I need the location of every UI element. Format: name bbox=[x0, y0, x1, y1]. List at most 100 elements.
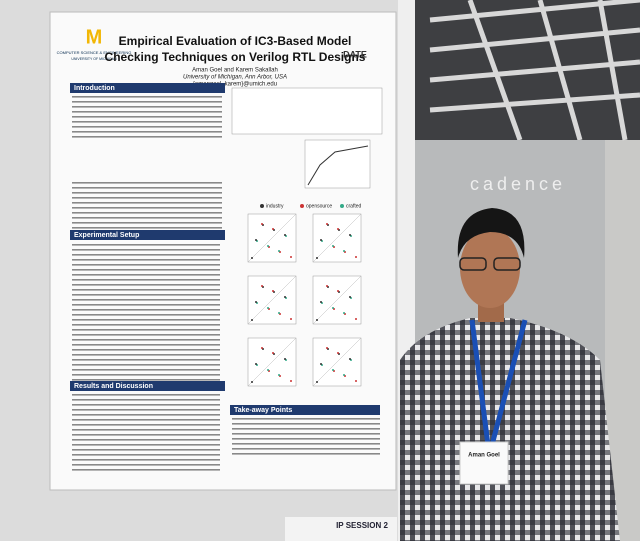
scatter-dot bbox=[355, 318, 357, 320]
scatter-dot bbox=[284, 296, 286, 298]
scatter-dot bbox=[284, 234, 286, 236]
text-line bbox=[72, 274, 220, 276]
scatter-dot bbox=[278, 250, 280, 252]
scatter-dot bbox=[355, 256, 357, 258]
text-line bbox=[72, 244, 220, 246]
scatter-dot bbox=[326, 285, 328, 287]
diagonal bbox=[247, 213, 297, 263]
text-line bbox=[72, 217, 222, 219]
text-line bbox=[72, 459, 220, 461]
text-line bbox=[232, 453, 380, 455]
scatter-dot bbox=[255, 239, 257, 241]
scatter-dot bbox=[337, 290, 339, 292]
scatter-dot bbox=[326, 223, 328, 225]
legend-marker bbox=[340, 204, 344, 208]
text-line bbox=[72, 187, 222, 189]
text-line bbox=[72, 207, 222, 209]
text-line bbox=[72, 424, 220, 426]
text-line bbox=[72, 264, 220, 266]
legend-marker bbox=[260, 204, 264, 208]
scatter-dot bbox=[255, 363, 257, 365]
scatter-dot bbox=[320, 363, 322, 365]
text-line bbox=[72, 96, 222, 98]
section-title: Results and Discussion bbox=[74, 383, 153, 390]
scatter-dot bbox=[290, 318, 292, 320]
scatter-dot bbox=[343, 374, 345, 376]
scatter-dot bbox=[332, 307, 334, 309]
scatter-dot bbox=[355, 380, 357, 382]
text-line bbox=[72, 429, 220, 431]
text-line bbox=[72, 319, 220, 321]
section-header bbox=[70, 230, 225, 240]
scatter-dot bbox=[349, 234, 351, 236]
text-line bbox=[72, 324, 220, 326]
badge-name: Aman Goel bbox=[468, 453, 500, 459]
text-line bbox=[72, 126, 222, 128]
text-line bbox=[72, 111, 222, 113]
text-line bbox=[72, 414, 220, 416]
scatter-dot bbox=[320, 301, 322, 303]
text-line bbox=[72, 349, 220, 351]
text-line bbox=[72, 434, 220, 436]
scatter-dot bbox=[272, 352, 274, 354]
scatter-dot bbox=[332, 369, 334, 371]
text-line bbox=[232, 423, 380, 425]
legend-label: crafted bbox=[346, 203, 362, 209]
text-line bbox=[72, 309, 220, 311]
diagonal bbox=[247, 275, 297, 325]
text-line bbox=[72, 334, 220, 336]
ceiling bbox=[415, 0, 640, 141]
text-line bbox=[72, 202, 222, 204]
text-line bbox=[72, 279, 220, 281]
text-line bbox=[72, 314, 220, 316]
text-line bbox=[72, 364, 220, 366]
scatter-dot bbox=[326, 347, 328, 349]
text-line bbox=[72, 197, 222, 199]
table bbox=[231, 87, 383, 135]
text-line bbox=[72, 299, 220, 301]
scatter-dot bbox=[343, 312, 345, 314]
text-line bbox=[232, 428, 380, 430]
scatter-dot bbox=[267, 307, 269, 309]
scatter-dot bbox=[290, 380, 292, 382]
poster-title: Checking Techniques on Verilog RTL Desig… bbox=[105, 50, 366, 64]
text-line bbox=[232, 448, 380, 450]
diagonal bbox=[312, 337, 362, 387]
banner-text: cadence bbox=[470, 174, 566, 194]
text-line bbox=[72, 136, 222, 138]
text-line bbox=[72, 212, 222, 214]
scatter-dot bbox=[272, 290, 274, 292]
authors: Aman Goel and Karem Sakallah bbox=[192, 68, 278, 74]
text-line bbox=[72, 131, 222, 133]
text-line bbox=[72, 454, 220, 456]
text-line bbox=[72, 444, 220, 446]
scatter-dot bbox=[343, 250, 345, 252]
text-line bbox=[72, 449, 220, 451]
scatter-dot bbox=[267, 369, 269, 371]
scatter-dot bbox=[316, 319, 318, 321]
text-line bbox=[72, 259, 220, 261]
text-line bbox=[72, 269, 220, 271]
text-line bbox=[72, 101, 222, 103]
text-line bbox=[72, 339, 220, 341]
text-line bbox=[72, 192, 222, 194]
scatter-dot bbox=[278, 312, 280, 314]
text-line bbox=[232, 418, 380, 420]
scatter-dot bbox=[272, 228, 274, 230]
text-line bbox=[72, 227, 222, 229]
section-header bbox=[230, 405, 380, 415]
section-title: Introduction bbox=[74, 85, 115, 92]
text-line bbox=[72, 419, 220, 421]
text-line bbox=[232, 443, 380, 445]
affiliation: University of Michigan, Ann Arbor, USA bbox=[183, 75, 287, 81]
plot bbox=[304, 139, 371, 189]
legend-marker bbox=[300, 204, 304, 208]
diagonal bbox=[312, 213, 362, 263]
text-line bbox=[72, 304, 220, 306]
scatter-dot bbox=[261, 347, 263, 349]
scatter-dot bbox=[278, 374, 280, 376]
section-header bbox=[70, 381, 225, 391]
scatter-dot bbox=[349, 358, 351, 360]
section-title: Take-away Points bbox=[234, 407, 292, 414]
scatter-dot bbox=[261, 285, 263, 287]
